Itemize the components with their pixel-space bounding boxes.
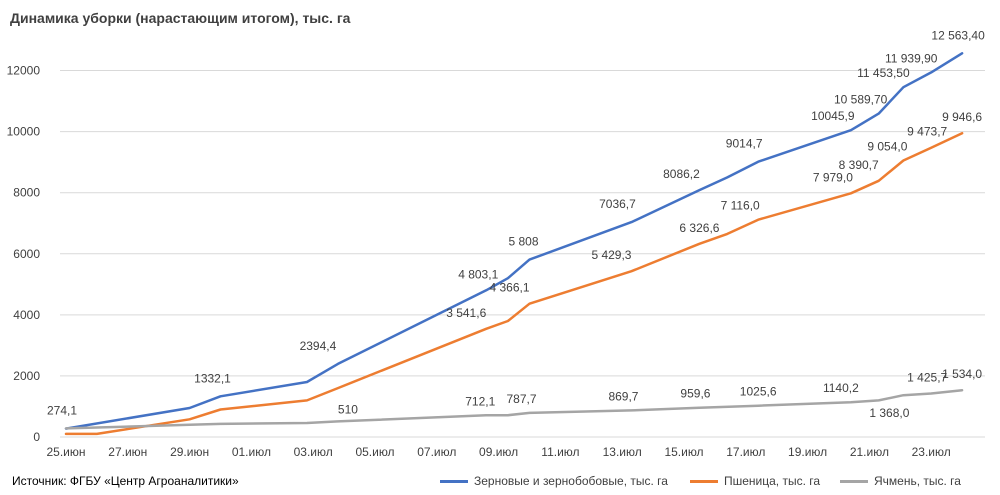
x-tick-label: 13.июл [603, 445, 642, 459]
legend-item-wheat: Пшеница, тыс. га [690, 474, 820, 488]
data-label: 2394,4 [300, 339, 337, 353]
chart-title: Динамика уборки (нарастающим итогом), ты… [10, 10, 351, 26]
data-label: 4 803,1 [458, 267, 498, 281]
data-label: 7 116,0 [721, 199, 760, 213]
x-tick-label: 27.июн [108, 445, 147, 459]
legend-item-barley: Ячмень, тыс. га [840, 474, 961, 488]
x-tick-label: 21.июл [850, 445, 889, 459]
data-label: 8 390,7 [839, 158, 879, 172]
data-label: 1 368,0 [869, 406, 909, 420]
data-label: 787,7 [506, 392, 536, 406]
data-label: 12 563,40 [931, 28, 985, 42]
y-tick-label: 0 [33, 430, 40, 444]
series-lines [64, 52, 964, 436]
data-label: 1 425,7 [907, 370, 947, 384]
legend-label: Ячмень, тыс. га [874, 474, 961, 488]
x-tick-label: 11.июл [541, 445, 579, 459]
data-label: 11 939,90 [885, 51, 938, 65]
x-tick-label: 17.июл [726, 445, 765, 459]
data-label: 1025,6 [740, 385, 777, 399]
data-label: 9 946,6 [942, 110, 982, 124]
data-label: 7 979,0 [813, 170, 853, 184]
x-tick-label: 25.июн [46, 445, 85, 459]
data-label: 9 473,7 [907, 125, 947, 139]
legend-swatch [440, 479, 468, 483]
legend-swatch [690, 479, 718, 483]
legend-label: Зерновые и зернобобовые, тыс. га [474, 474, 668, 488]
data-label: 5 808 [508, 235, 538, 249]
legend-swatch [840, 479, 868, 483]
y-tick-label: 8000 [13, 186, 40, 200]
y-axis-labels: 0 2000 4000 6000 8000 10000 12000 [7, 64, 41, 444]
y-tick-label: 6000 [13, 247, 40, 261]
x-axis-labels: 25.июн 27.июн 29.июн 01.июл 03.июл 05.июл 07.и… [46, 436, 985, 459]
legend-item-grain: Зерновые и зернобобовые, тыс. га [440, 474, 668, 488]
data-label: 274,1 [47, 404, 77, 418]
data-label: 510 [338, 402, 358, 416]
data-label: 5 429,3 [591, 248, 631, 262]
y-tick-label: 2000 [13, 369, 40, 383]
data-label: 8086,2 [663, 167, 700, 181]
legend-label: Пшеница, тыс. га [724, 474, 821, 488]
data-label: 6 326,6 [679, 221, 719, 235]
y-tick-label: 10000 [7, 125, 41, 139]
data-label: 10045,9 [811, 109, 855, 123]
data-label: 10 589,70 [834, 93, 888, 107]
data-labels: 274,1 1332,1 2394,4 4 803,1 5 808 7036,7 8086,… [47, 28, 985, 420]
series-line [64, 52, 964, 430]
y-tick-label: 4000 [13, 308, 40, 322]
series-line [64, 131, 964, 436]
x-tick-label: 01.июл [232, 445, 271, 459]
x-tick-label: 19.июл [788, 445, 827, 459]
x-tick-label: 09.июл [479, 445, 518, 459]
data-label: 7036,7 [599, 197, 636, 211]
data-label: 11 453,50 [857, 66, 910, 80]
y-tick-label: 12000 [7, 64, 41, 78]
data-label: 1140,2 [823, 381, 859, 395]
data-label: 9014,7 [726, 137, 763, 151]
data-label: 1332,1 [194, 371, 231, 385]
source-note: Источник: ФГБУ «Центр Агроаналитики» [12, 474, 239, 488]
data-label: 959,6 [680, 387, 710, 401]
x-tick-label: 23.июл [912, 445, 951, 459]
series-line [64, 388, 964, 430]
data-label: 869,7 [608, 389, 638, 403]
x-tick-label: 15.июл [664, 445, 703, 459]
data-label: 712,1 [465, 394, 495, 408]
x-tick-label: 03.июл [294, 445, 333, 459]
x-tick-label: 07.июл [417, 445, 456, 459]
data-label: 9 054,0 [867, 140, 907, 154]
data-label: 3 541,6 [446, 306, 486, 320]
data-label: 1 534,0 [942, 367, 982, 381]
x-tick-label: 29.июн [170, 445, 209, 459]
data-label: 4 366,1 [489, 281, 529, 295]
x-tick-label: 05.июл [355, 445, 394, 459]
